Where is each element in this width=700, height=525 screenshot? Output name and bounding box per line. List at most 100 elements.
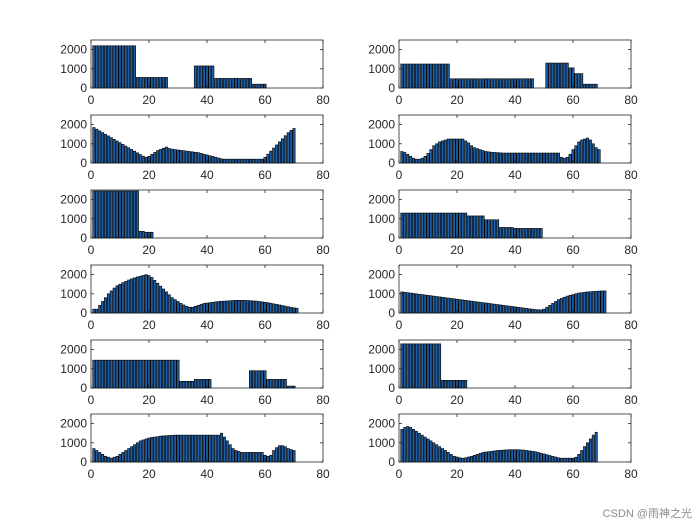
bar	[138, 440, 142, 463]
subplot-10: 0 20 40 60 80 0 1000 2000	[368, 339, 638, 407]
bar	[464, 380, 468, 389]
bar	[133, 444, 136, 463]
bar	[530, 450, 534, 463]
x-tick-label: 40	[508, 467, 522, 481]
bar	[417, 63, 421, 89]
bar	[185, 434, 189, 463]
bar	[423, 63, 427, 89]
bar	[426, 438, 430, 463]
bar	[141, 77, 145, 89]
bar	[409, 63, 413, 89]
bar	[153, 359, 157, 389]
bar	[222, 436, 226, 463]
bar	[135, 77, 139, 89]
bar	[104, 45, 107, 89]
bar	[225, 440, 229, 463]
bar	[211, 434, 215, 463]
bar	[214, 156, 218, 164]
bar	[164, 77, 168, 89]
bar	[504, 78, 508, 89]
bar	[92, 127, 96, 164]
bar	[260, 452, 264, 463]
bar	[275, 379, 279, 389]
bar	[95, 190, 99, 239]
bar	[470, 300, 473, 314]
y-tick-label: 1000	[60, 436, 87, 450]
bar	[443, 139, 447, 164]
bar	[260, 158, 264, 164]
bar	[217, 434, 221, 463]
bar	[202, 303, 206, 314]
bar	[528, 450, 531, 463]
y-tick-label: 0	[80, 156, 87, 170]
bar	[269, 379, 273, 389]
bar	[443, 297, 447, 314]
bar	[98, 305, 102, 314]
bar	[289, 130, 293, 164]
bar	[124, 190, 128, 239]
bar	[557, 299, 560, 314]
bar	[559, 62, 563, 89]
subplot-7: 0 20 40 60 80 0 1000 2000	[60, 264, 330, 332]
bar	[519, 152, 523, 164]
bar	[124, 145, 128, 164]
bar	[400, 63, 404, 89]
bar	[597, 149, 601, 164]
bar	[467, 215, 471, 239]
bar	[188, 151, 192, 164]
bar	[254, 300, 258, 314]
bar	[150, 437, 154, 463]
bar	[121, 45, 125, 89]
bar	[278, 445, 281, 463]
bar	[530, 78, 534, 89]
bar	[467, 142, 471, 164]
bar	[269, 454, 273, 463]
bar	[530, 308, 534, 314]
x-tick-label: 60	[258, 168, 272, 182]
bar	[188, 434, 192, 463]
bar	[539, 152, 543, 164]
bar	[417, 293, 421, 314]
bar	[188, 306, 192, 314]
bar	[591, 434, 595, 463]
bar	[441, 212, 444, 239]
bar	[414, 63, 418, 89]
bar	[525, 450, 529, 463]
bar	[435, 444, 439, 463]
bar	[501, 305, 505, 314]
bar	[173, 434, 177, 463]
bar	[173, 299, 177, 314]
bar	[559, 156, 563, 164]
bar	[458, 78, 462, 89]
bar	[249, 452, 252, 463]
bar	[490, 303, 494, 314]
bar	[249, 158, 252, 164]
bar	[266, 302, 270, 314]
y-tick-label: 0	[388, 156, 395, 170]
bar	[438, 63, 442, 89]
x-tick-label: 60	[258, 393, 272, 407]
bar	[118, 454, 122, 463]
bar	[536, 228, 540, 239]
bar	[208, 302, 212, 314]
bar	[260, 83, 264, 89]
x-tick-label: 0	[396, 393, 403, 407]
x-tick-label: 20	[142, 243, 156, 257]
bar	[109, 45, 113, 89]
x-tick-label: 20	[450, 467, 464, 481]
bar	[278, 379, 281, 389]
bar	[130, 190, 134, 239]
bar	[461, 380, 465, 389]
bar	[231, 158, 235, 164]
bar	[443, 450, 447, 463]
bar	[220, 158, 223, 164]
bar	[446, 297, 450, 314]
bar	[260, 301, 264, 314]
bar	[283, 135, 287, 164]
y-tick-label: 2000	[60, 43, 87, 57]
bar	[237, 300, 241, 314]
x-tick-label: 0	[396, 318, 403, 332]
bar	[173, 149, 177, 164]
bar	[182, 150, 186, 164]
